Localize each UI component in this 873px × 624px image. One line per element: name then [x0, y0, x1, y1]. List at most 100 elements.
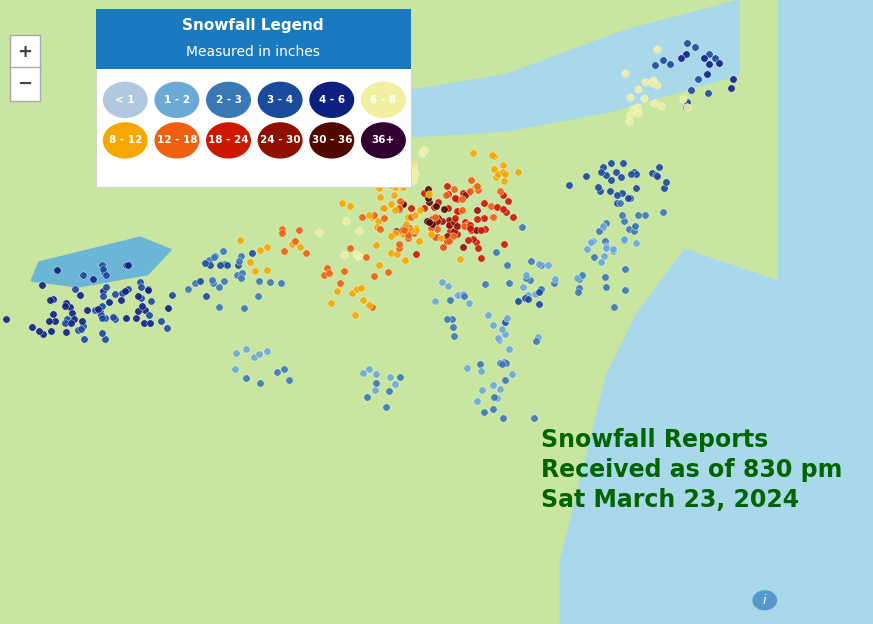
Point: [663, 59, 677, 69]
Point: [478, 198, 491, 208]
Point: [95, 313, 109, 323]
Point: [313, 227, 327, 237]
Point: [628, 221, 642, 231]
Point: [343, 170, 357, 180]
Point: [401, 230, 415, 240]
Point: [396, 182, 410, 192]
Point: [396, 229, 410, 239]
Point: [398, 255, 412, 265]
Point: [688, 42, 702, 52]
Point: [114, 295, 128, 305]
Point: [216, 246, 230, 256]
Point: [421, 216, 435, 226]
Point: [288, 236, 302, 246]
Circle shape: [258, 82, 302, 117]
Point: [592, 227, 606, 236]
Point: [478, 278, 492, 288]
Point: [498, 169, 512, 179]
Circle shape: [104, 123, 147, 158]
Point: [75, 316, 89, 326]
Point: [638, 210, 652, 220]
Point: [234, 251, 248, 261]
Point: [456, 188, 470, 198]
Point: [654, 100, 668, 110]
Point: [676, 94, 690, 104]
Point: [421, 184, 435, 194]
Point: [365, 212, 379, 222]
Point: [388, 182, 402, 192]
Point: [63, 302, 77, 312]
Point: [610, 190, 624, 200]
Point: [251, 276, 265, 286]
Circle shape: [753, 591, 776, 610]
Polygon shape: [0, 0, 778, 624]
Point: [623, 110, 637, 120]
Point: [446, 231, 460, 241]
Point: [533, 285, 547, 295]
Point: [528, 289, 542, 299]
Point: [208, 252, 222, 262]
Point: [628, 222, 642, 232]
FancyBboxPatch shape: [10, 35, 39, 69]
Point: [74, 324, 88, 334]
Point: [375, 177, 389, 187]
Point: [362, 210, 376, 220]
Text: 8 - 12: 8 - 12: [108, 135, 142, 145]
Point: [277, 364, 291, 374]
Point: [609, 167, 623, 177]
Point: [697, 52, 711, 62]
Point: [680, 97, 694, 107]
Point: [584, 237, 598, 247]
Point: [97, 267, 111, 277]
Point: [317, 270, 331, 280]
Point: [489, 172, 503, 182]
Point: [277, 246, 291, 256]
Point: [497, 176, 511, 186]
Point: [337, 250, 351, 260]
Point: [354, 283, 368, 293]
Point: [471, 205, 485, 215]
Point: [392, 203, 406, 213]
Point: [529, 336, 543, 346]
Point: [459, 363, 473, 373]
Point: [684, 85, 698, 95]
Point: [251, 291, 265, 301]
Point: [430, 224, 444, 234]
Point: [356, 368, 370, 378]
Point: [600, 241, 614, 251]
Point: [481, 310, 495, 320]
Point: [235, 273, 249, 283]
Point: [616, 234, 630, 244]
Point: [493, 384, 507, 394]
Point: [80, 305, 94, 314]
Point: [58, 327, 72, 337]
Point: [725, 83, 739, 93]
Point: [496, 160, 510, 170]
Point: [652, 162, 666, 172]
Point: [422, 197, 436, 207]
Polygon shape: [560, 250, 778, 624]
Point: [392, 243, 406, 253]
Point: [703, 49, 717, 59]
Point: [650, 170, 663, 180]
Point: [393, 179, 407, 189]
Point: [490, 247, 504, 257]
Point: [382, 267, 395, 277]
Point: [209, 251, 223, 261]
Point: [383, 231, 397, 241]
Circle shape: [258, 123, 302, 158]
Point: [597, 251, 611, 261]
Point: [382, 168, 396, 178]
FancyBboxPatch shape: [10, 67, 39, 101]
Point: [505, 369, 519, 379]
Point: [493, 358, 507, 368]
Point: [441, 189, 455, 199]
Point: [443, 236, 457, 246]
Point: [182, 284, 196, 294]
Point: [367, 152, 381, 162]
Point: [598, 236, 612, 246]
Point: [427, 202, 441, 212]
Point: [98, 334, 112, 344]
Point: [362, 364, 376, 374]
Point: [630, 102, 644, 112]
